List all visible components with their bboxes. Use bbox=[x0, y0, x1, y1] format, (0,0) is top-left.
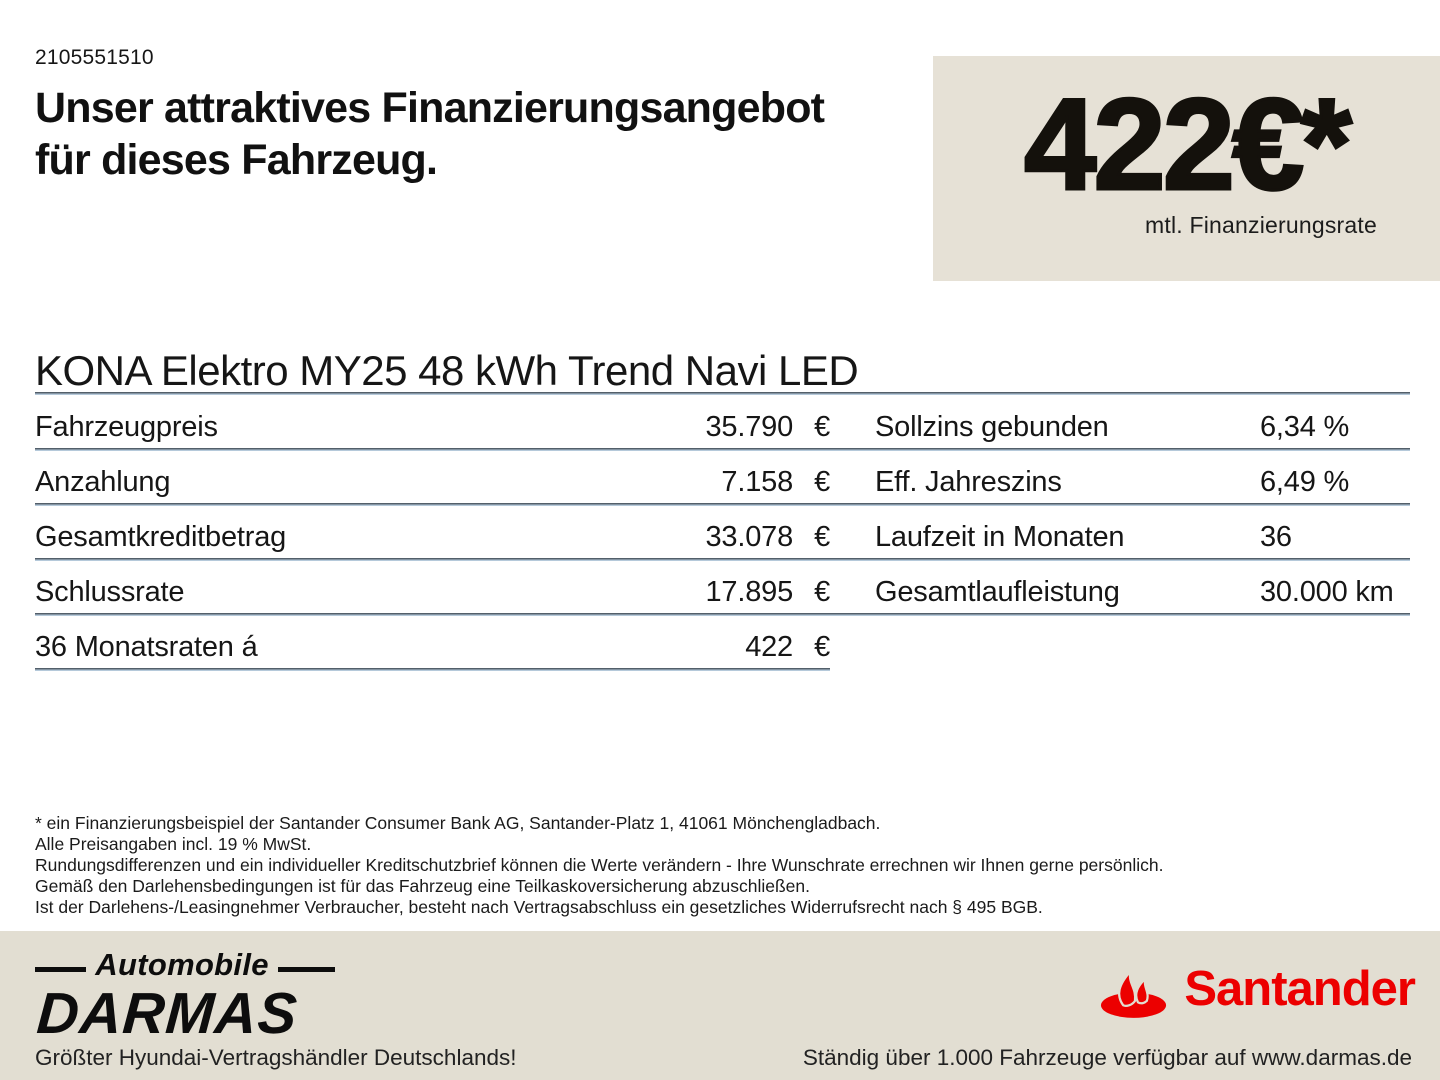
monthly-rate-value: 422€* bbox=[1023, 71, 1354, 217]
row-value: 6,34 % bbox=[1260, 411, 1350, 443]
row-value: 30.000 km bbox=[1260, 576, 1394, 608]
row-label: Gesamtlaufleistung bbox=[875, 576, 1120, 608]
footer-tagline-left: Größter Hyundai-Vertragshändler Deutschl… bbox=[35, 1045, 517, 1070]
disclaimer: * ein Finanzierungsbeispiel der Santande… bbox=[35, 813, 1163, 918]
table-rule bbox=[35, 558, 1410, 561]
finance-table: Fahrzeugpreis 35.790 € Anzahlung 7.158 €… bbox=[35, 392, 1410, 692]
row-value: 17.895 bbox=[705, 576, 794, 608]
table-row: Gesamtlaufleistung 30.000 km bbox=[875, 575, 1410, 609]
santander-logo: Santander bbox=[1098, 959, 1416, 1019]
row-label: 36 Monatsraten á bbox=[35, 631, 258, 663]
disclaimer-line: Ist der Darlehens-/Leasingnehmer Verbrau… bbox=[35, 897, 1043, 917]
dealer-logo-top: Automobile bbox=[35, 947, 335, 983]
page-title-line2: für dieses Fahrzeug. bbox=[35, 136, 438, 184]
disclaimer-line: Gemäß den Darlehensbedingungen ist für d… bbox=[35, 876, 810, 896]
row-value: 6,49 % bbox=[1260, 466, 1350, 498]
row-unit: € bbox=[814, 576, 830, 608]
table-rule bbox=[35, 613, 1410, 616]
disclaimer-line: * ein Finanzierungsbeispiel der Santande… bbox=[35, 813, 881, 833]
table-row: Eff. Jahreszins 6,49 % bbox=[875, 465, 1410, 499]
vehicle-id: 2105551510 bbox=[35, 46, 154, 69]
dealer-logo-name: DARMAS bbox=[34, 981, 300, 1046]
row-label: Anzahlung bbox=[35, 466, 171, 498]
monthly-rate-box: 422€* mtl. Finanzierungsrate bbox=[933, 56, 1440, 281]
dealer-logo: Automobile DARMAS bbox=[35, 947, 335, 1046]
footer-tagline-right: Ständig über 1.000 Fahrzeuge verfügbar a… bbox=[802, 1045, 1412, 1070]
table-rule bbox=[35, 668, 830, 671]
santander-wordmark: Santander bbox=[1184, 962, 1416, 1016]
table-rule bbox=[35, 448, 1410, 451]
row-value: 36 bbox=[1260, 521, 1292, 553]
table-rule bbox=[35, 392, 1410, 395]
table-rule bbox=[35, 503, 1410, 506]
vehicle-title: KONA Elektro MY25 48 kWh Trend Navi LED bbox=[35, 347, 859, 394]
table-row: Sollzins gebunden 6,34 % bbox=[875, 410, 1410, 444]
table-row: 36 Monatsraten á 422 € bbox=[35, 630, 830, 664]
page-title: Unser attraktives Finanzierungsangebot f… bbox=[35, 82, 825, 186]
logo-rule-right bbox=[277, 966, 335, 972]
row-unit: € bbox=[814, 466, 830, 498]
dealer-logo-automobile: Automobile bbox=[95, 947, 269, 982]
table-row: Gesamtkreditbetrag 33.078 € bbox=[35, 520, 830, 554]
monthly-rate-caption: mtl. Finanzierungsrate bbox=[1145, 212, 1377, 238]
table-row: Anzahlung 7.158 € bbox=[35, 465, 830, 499]
row-value: 422 bbox=[745, 631, 793, 663]
table-row: Fahrzeugpreis 35.790 € bbox=[35, 410, 830, 444]
table-row: Laufzeit in Monaten 36 bbox=[875, 520, 1410, 554]
row-label: Schlussrate bbox=[35, 576, 185, 608]
row-unit: € bbox=[814, 631, 830, 663]
row-value: 35.790 bbox=[705, 411, 794, 443]
row-label: Sollzins gebunden bbox=[875, 411, 1109, 443]
row-label: Fahrzeugpreis bbox=[35, 411, 218, 443]
row-label: Gesamtkreditbetrag bbox=[35, 521, 287, 553]
row-value: 33.078 bbox=[705, 521, 794, 553]
row-unit: € bbox=[814, 521, 830, 553]
disclaimer-line: Alle Preisangaben incl. 19 % MwSt. bbox=[35, 834, 312, 854]
row-value: 7.158 bbox=[721, 466, 793, 498]
disclaimer-line: Rundungsdifferenzen und ein individuelle… bbox=[35, 855, 1164, 875]
logo-rule-left bbox=[35, 966, 87, 972]
row-label: Eff. Jahreszins bbox=[875, 466, 1062, 498]
row-unit: € bbox=[814, 411, 830, 443]
row-label: Laufzeit in Monaten bbox=[875, 521, 1125, 553]
table-row: Schlussrate 17.895 € bbox=[35, 575, 830, 609]
santander-flame-icon bbox=[1098, 959, 1172, 1019]
page-title-line1: Unser attraktives Finanzierungsangebot bbox=[35, 84, 825, 132]
footer: Automobile DARMAS Santander Größter Hyun… bbox=[0, 931, 1440, 1080]
